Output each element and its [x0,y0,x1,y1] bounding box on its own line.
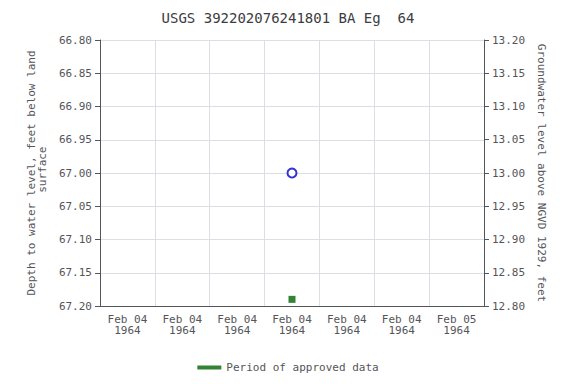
svg-text:1964: 1964 [388,324,415,337]
svg-text:Feb 04: Feb 04 [327,313,367,326]
svg-text:66.90: 66.90 [59,100,92,113]
svg-text:Feb 04: Feb 04 [272,313,312,326]
svg-text:13.10: 13.10 [492,100,525,113]
svg-text:67.10: 67.10 [59,233,92,246]
svg-text:surface: surface [36,147,49,200]
svg-text:1964: 1964 [443,324,470,337]
svg-text:67.00: 67.00 [59,167,92,180]
svg-text:12.95: 12.95 [492,200,525,213]
svg-text:Groundwater level above NGVD 1: Groundwater level above NGVD 1929, feet [535,44,548,302]
svg-text:Feb 04: Feb 04 [217,313,257,326]
svg-text:Feb 04: Feb 04 [162,313,203,326]
svg-text:Feb 05: Feb 05 [436,313,477,326]
svg-text:67.05: 67.05 [59,200,92,213]
svg-text:Depth to water level, feet bel: Depth to water level, feet below land [25,50,38,296]
svg-text:Feb 04: Feb 04 [107,313,148,326]
svg-text:1964: 1964 [169,324,196,337]
svg-text:12.85: 12.85 [492,266,525,279]
svg-text:67.20: 67.20 [59,300,92,313]
svg-text:13.00: 13.00 [492,167,525,180]
svg-text:12.80: 12.80 [492,300,525,313]
svg-text:13.20: 13.20 [492,34,525,47]
svg-text:1964: 1964 [114,324,141,337]
svg-text:12.90: 12.90 [492,233,525,246]
svg-text:67.15: 67.15 [59,266,92,279]
svg-text:Feb 04: Feb 04 [381,313,422,326]
svg-text:1964: 1964 [279,324,306,337]
svg-text:66.80: 66.80 [59,34,92,47]
svg-text:66.95: 66.95 [59,133,92,146]
svg-text:Period of approved data: Period of approved data [226,361,378,374]
svg-text:13.15: 13.15 [492,67,525,80]
svg-text:1964: 1964 [334,324,361,337]
svg-text:1964: 1964 [224,324,251,337]
svg-text:66.85: 66.85 [59,67,92,80]
svg-text:13.05: 13.05 [492,133,525,146]
svg-text:USGS 392202076241801 BA Eg 64: USGS 392202076241801 BA Eg 64 [162,10,415,26]
